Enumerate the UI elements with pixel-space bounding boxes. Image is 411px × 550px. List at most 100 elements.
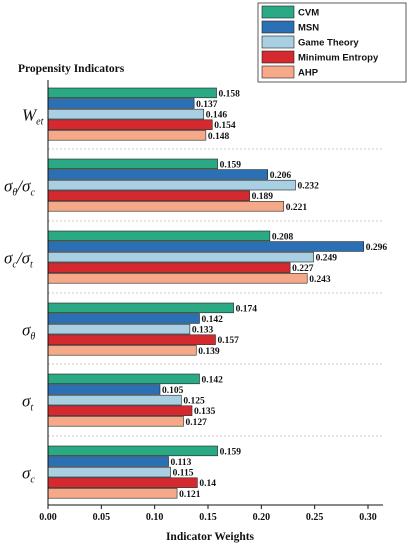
value-label: 0.148 — [208, 132, 230, 142]
category-label-part: c — [30, 475, 35, 486]
legend: CVM MSN Game Theory Minimum Entropy AHP — [257, 2, 407, 83]
value-label: 0.232 — [297, 182, 319, 192]
bar — [47, 345, 197, 356]
legend-label: MSN — [298, 23, 319, 34]
legend-label: CVM — [298, 8, 319, 19]
bar — [47, 169, 269, 180]
bar — [47, 251, 314, 263]
category-label: σt — [22, 392, 33, 414]
category-label-part: c — [12, 260, 17, 271]
value-label: 0.137 — [196, 100, 218, 110]
bar — [47, 394, 182, 406]
category-label-part: σ — [4, 249, 13, 268]
value-label: 0.121 — [179, 490, 201, 500]
value-label: 0.174 — [236, 304, 258, 314]
bar — [47, 262, 291, 273]
bar — [47, 119, 213, 130]
value-label: 0.227 — [292, 264, 314, 274]
category-label-part: σ — [22, 321, 31, 340]
bar — [47, 158, 218, 170]
category-label: σc/σt — [4, 249, 33, 271]
bar — [47, 179, 296, 191]
category-label-part: θ — [12, 188, 17, 199]
value-label: 0.208 — [272, 232, 294, 242]
value-label: 0.243 — [309, 275, 331, 285]
bar — [47, 313, 200, 324]
legend-swatch — [261, 35, 295, 49]
bar — [47, 302, 234, 314]
category-label: σθ — [22, 321, 35, 343]
category-label-part: θ — [30, 332, 35, 343]
bar — [47, 373, 200, 385]
legend-swatch — [261, 65, 295, 79]
value-label: 0.115 — [173, 469, 194, 479]
category-label: σθ/σc — [4, 177, 35, 199]
bar — [47, 334, 216, 345]
bar — [47, 323, 191, 335]
bar — [47, 477, 198, 488]
value-label: 0.142 — [201, 315, 223, 325]
category-label-part: σ — [22, 177, 31, 196]
value-label: 0.157 — [217, 336, 239, 346]
x-tick-label: 0.15 — [199, 512, 217, 523]
category-label-part: W — [22, 106, 38, 125]
bar — [47, 190, 250, 201]
legend-swatch — [261, 5, 295, 19]
x-axis: 0.00 0.05 0.10 0.15 0.20 0.25 0.30 — [39, 80, 383, 523]
bar — [47, 98, 195, 109]
bar — [47, 466, 171, 478]
value-label: 0.142 — [201, 375, 223, 385]
x-tick-label: 0.00 — [39, 512, 57, 523]
value-label: 0.135 — [194, 407, 216, 417]
category-label-part: σ — [22, 249, 31, 268]
bar — [47, 273, 308, 284]
x-tick-label: 0.25 — [306, 512, 324, 523]
category-label-part: t — [30, 403, 33, 414]
bar — [47, 130, 207, 141]
category-label-part: t — [30, 260, 33, 271]
bar — [47, 87, 217, 99]
bar — [47, 108, 205, 120]
value-label: 0.159 — [220, 160, 242, 170]
legend-label: AHP — [298, 68, 319, 79]
value-label: 0.221 — [286, 203, 308, 213]
bar — [47, 230, 271, 242]
value-label: 0.125 — [183, 397, 205, 407]
value-label: 0.159 — [220, 447, 242, 457]
category-label-part: / — [16, 177, 24, 196]
bar — [47, 416, 184, 427]
value-label: 0.14 — [199, 479, 216, 489]
legend-label: Game Theory — [298, 38, 359, 49]
value-label: 0.105 — [162, 386, 184, 396]
bar — [47, 405, 193, 416]
bar — [47, 488, 178, 499]
value-label: 0.139 — [198, 347, 220, 357]
x-axis-title: Indicator Weights — [166, 531, 255, 543]
legend-label: Minimum Entropy — [298, 53, 379, 64]
bar — [47, 201, 285, 212]
value-label: 0.146 — [206, 111, 228, 121]
value-label: 0.127 — [185, 418, 207, 428]
category-label-part: / — [16, 249, 24, 268]
y-axis-title: Propensity Indicators — [18, 63, 125, 75]
value-label: 0.189 — [252, 192, 274, 202]
bar — [47, 445, 218, 457]
value-label: 0.113 — [171, 458, 192, 468]
bar — [47, 384, 161, 395]
category-label: Wet — [22, 106, 44, 128]
bars — [47, 87, 365, 499]
legend-swatch — [261, 20, 295, 34]
category-label: σc — [22, 464, 35, 486]
x-tick-label: 0.30 — [359, 512, 377, 523]
bar — [47, 241, 365, 252]
x-tick-label: 0.20 — [253, 512, 271, 523]
category-label-part: σ — [22, 464, 31, 483]
value-label: 0.206 — [270, 171, 292, 181]
category-label-part: c — [30, 188, 35, 199]
x-tick-label: 0.05 — [93, 512, 111, 523]
value-label: 0.296 — [366, 243, 388, 253]
bar — [47, 456, 169, 467]
